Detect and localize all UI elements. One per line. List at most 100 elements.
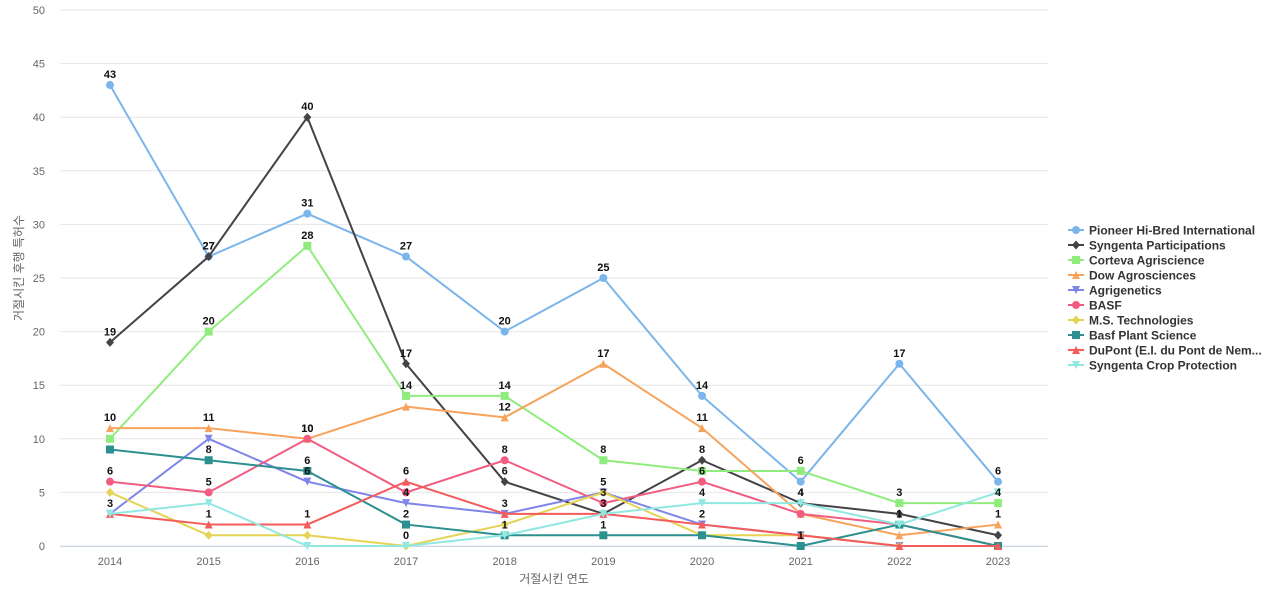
data-point[interactable]: [204, 488, 213, 497]
data-point[interactable]: [303, 209, 312, 218]
data-point[interactable]: [599, 456, 608, 465]
data-point[interactable]: [303, 542, 312, 550]
data-point[interactable]: [500, 477, 509, 487]
data-point[interactable]: [303, 241, 312, 250]
legend-symbol-icon[interactable]: [1072, 256, 1080, 264]
legend-item[interactable]: Agrigenetics: [1068, 284, 1162, 298]
data-point[interactable]: [698, 531, 707, 540]
data-point[interactable]: [599, 499, 608, 508]
legend-symbol-icon[interactable]: [1072, 301, 1080, 309]
data-point[interactable]: [204, 424, 213, 433]
data-point[interactable]: [599, 487, 608, 497]
data-point[interactable]: [599, 509, 608, 518]
data-point[interactable]: [895, 531, 904, 540]
data-point[interactable]: [500, 413, 509, 422]
series-line[interactable]: [109, 116, 999, 537]
data-point[interactable]: [106, 487, 114, 497]
data-point[interactable]: [796, 466, 805, 475]
data-point[interactable]: [994, 520, 1003, 529]
legend-symbol-icon[interactable]: [1072, 286, 1080, 294]
data-point[interactable]: [204, 434, 213, 443]
data-point[interactable]: [402, 488, 411, 497]
data-point[interactable]: [106, 434, 114, 443]
data-point[interactable]: [402, 499, 411, 508]
legend-symbol-icon[interactable]: [1072, 240, 1080, 250]
data-point[interactable]: [895, 520, 904, 529]
data-point[interactable]: [204, 327, 213, 336]
data-point[interactable]: [402, 359, 411, 369]
data-point[interactable]: [303, 112, 312, 122]
data-point[interactable]: [204, 456, 213, 465]
series-line[interactable]: [109, 84, 999, 483]
data-point[interactable]: [698, 424, 707, 433]
data-point[interactable]: [796, 477, 805, 486]
data-point[interactable]: [303, 434, 312, 443]
data-point[interactable]: [895, 542, 904, 550]
data-point[interactable]: [895, 499, 904, 508]
data-point[interactable]: [204, 252, 213, 262]
data-point[interactable]: [402, 402, 411, 411]
data-point[interactable]: [402, 252, 411, 261]
data-point[interactable]: [895, 509, 904, 519]
data-point[interactable]: [106, 477, 114, 486]
data-point[interactable]: [698, 499, 707, 508]
data-point[interactable]: [204, 530, 213, 540]
legend-symbol-icon[interactable]: [1072, 271, 1080, 279]
data-point[interactable]: [698, 391, 707, 400]
data-point[interactable]: [500, 509, 509, 518]
legend-item[interactable]: Dow Agrosciences: [1068, 269, 1196, 283]
data-point[interactable]: [106, 445, 114, 454]
data-point[interactable]: [895, 359, 904, 368]
data-point[interactable]: [796, 509, 805, 518]
data-point[interactable]: [402, 520, 411, 529]
data-point[interactable]: [402, 477, 411, 486]
data-point[interactable]: [994, 530, 1003, 540]
data-point[interactable]: [994, 499, 1003, 508]
data-point[interactable]: [500, 531, 509, 540]
data-point[interactable]: [402, 391, 411, 400]
data-point[interactable]: [106, 81, 114, 90]
data-point[interactable]: [204, 499, 213, 508]
legend-item[interactable]: Pioneer Hi-Bred International: [1068, 224, 1255, 238]
legend-item[interactable]: DuPont (E.I. du Pont de Nem...: [1068, 344, 1262, 358]
data-point[interactable]: [796, 542, 805, 550]
series-line[interactable]: [110, 362, 999, 537]
data-point[interactable]: [500, 456, 509, 465]
data-point[interactable]: [303, 530, 312, 540]
legend-item[interactable]: Basf Plant Science: [1068, 329, 1197, 343]
legend-symbol-icon[interactable]: [1072, 226, 1080, 234]
series-line[interactable]: [109, 244, 999, 505]
legend-symbol-icon[interactable]: [1072, 331, 1080, 339]
legend-item[interactable]: BASF: [1068, 299, 1122, 313]
data-point[interactable]: [402, 542, 411, 550]
series-line[interactable]: [109, 448, 999, 547]
data-point[interactable]: [698, 477, 707, 486]
legend-symbol-icon[interactable]: [1072, 346, 1080, 354]
data-point[interactable]: [106, 509, 114, 518]
legend-item[interactable]: Syngenta Crop Protection: [1068, 359, 1237, 373]
data-point[interactable]: [106, 424, 114, 433]
data-point[interactable]: [599, 359, 608, 368]
legend-symbol-icon[interactable]: [1072, 315, 1080, 325]
data-point[interactable]: [994, 488, 1003, 497]
data-point[interactable]: [599, 274, 608, 282]
data-point[interactable]: [796, 531, 805, 540]
data-point[interactable]: [796, 499, 805, 508]
data-point[interactable]: [599, 531, 608, 540]
series-line[interactable]: [109, 491, 999, 547]
data-point[interactable]: [303, 477, 312, 486]
legend-item[interactable]: Corteva Agriscience: [1068, 254, 1205, 268]
legend-item[interactable]: M.S. Technologies: [1068, 314, 1194, 328]
data-point[interactable]: [994, 477, 1003, 486]
data-point[interactable]: [204, 520, 213, 529]
data-point[interactable]: [698, 455, 707, 465]
data-point[interactable]: [106, 337, 114, 347]
legend-symbol-icon[interactable]: [1072, 361, 1080, 369]
legend-item[interactable]: Syngenta Participations: [1068, 239, 1226, 253]
data-point[interactable]: [698, 520, 707, 529]
data-point[interactable]: [303, 520, 312, 529]
data-point[interactable]: [994, 542, 1003, 550]
data-point[interactable]: [500, 327, 509, 336]
data-point[interactable]: [698, 466, 707, 475]
data-point[interactable]: [500, 391, 509, 400]
